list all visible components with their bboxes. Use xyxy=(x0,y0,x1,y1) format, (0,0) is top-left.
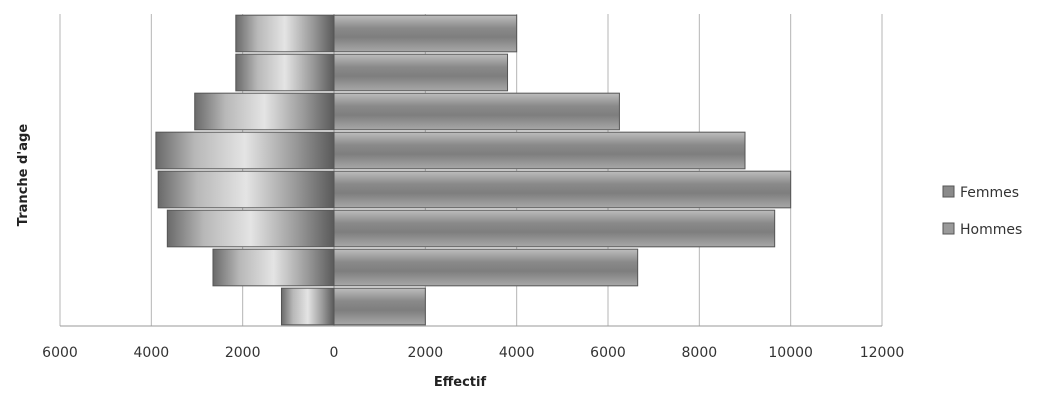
bar-femmes xyxy=(166,209,335,248)
legend-label-hommes: Hommes xyxy=(960,222,1022,238)
legend-item-femmes: Femmes xyxy=(942,185,1019,201)
bar-femmes xyxy=(280,287,335,326)
x-tick-label: 8000 xyxy=(682,345,718,361)
x-tick-label: 12000 xyxy=(860,345,905,361)
x-tick-label: 10000 xyxy=(768,345,813,361)
bar-femmes xyxy=(235,53,335,92)
x-tick-label: 0 xyxy=(330,345,339,361)
x-tick-labels: 6000 4000 2000 0 2000 4000 6000 8000 10000 12000 xyxy=(42,345,904,361)
legend: Femmes Hommes xyxy=(942,185,1022,238)
bar-hommes xyxy=(333,209,776,248)
x-axis-title: Effectif xyxy=(434,375,487,390)
x-tick-label: 2000 xyxy=(225,345,261,361)
x-tick-label: 6000 xyxy=(42,345,78,361)
bar-femmes xyxy=(212,248,335,287)
legend-swatch-femmes xyxy=(942,185,955,198)
x-tick-label: 6000 xyxy=(590,345,626,361)
legend-item-hommes: Hommes xyxy=(942,222,1022,238)
bar-hommes xyxy=(333,14,518,53)
x-tick-label: 4000 xyxy=(499,345,535,361)
legend-swatch-hommes xyxy=(942,222,955,235)
legend-label-femmes: Femmes xyxy=(960,185,1019,201)
bar-hommes xyxy=(333,287,426,326)
bar-hommes xyxy=(333,53,509,92)
x-tick-label: 2000 xyxy=(408,345,444,361)
bar-femmes xyxy=(194,92,335,131)
bar-femmes xyxy=(155,131,335,170)
bar-hommes xyxy=(333,248,639,287)
y-axis-title: Tranche d'age xyxy=(16,124,31,227)
bar-hommes xyxy=(333,131,746,170)
x-tick-label: 4000 xyxy=(134,345,170,361)
bar-hommes xyxy=(333,170,792,209)
bar-femmes xyxy=(235,14,335,53)
bar-hommes xyxy=(333,92,620,131)
bar-femmes xyxy=(157,170,335,209)
bars xyxy=(155,14,792,326)
